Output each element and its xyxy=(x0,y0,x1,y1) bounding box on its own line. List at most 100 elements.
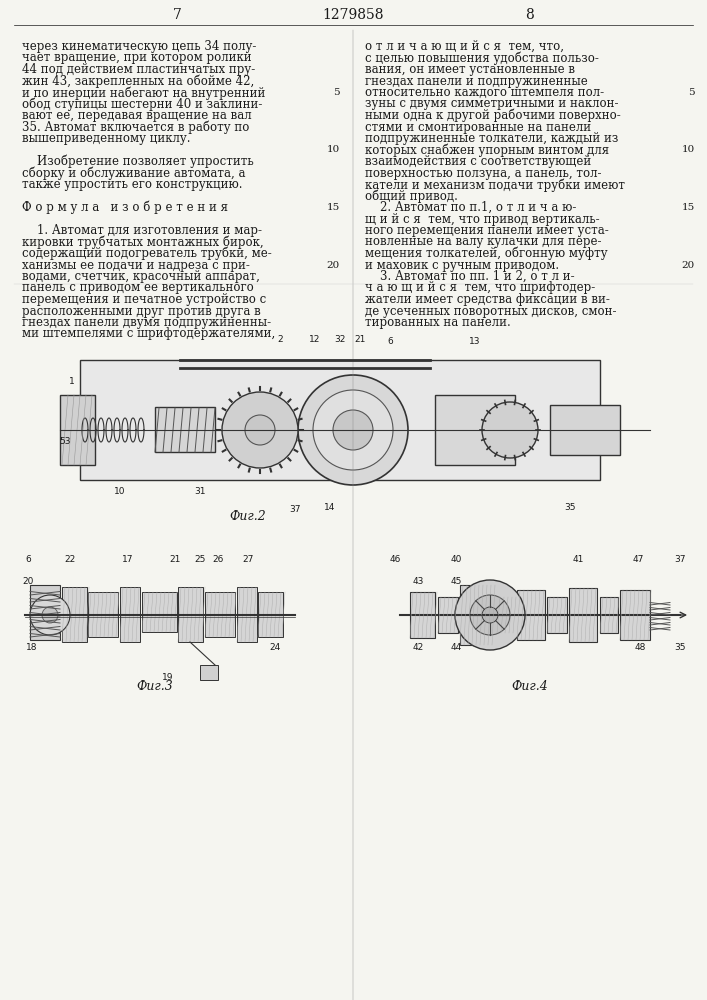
Bar xyxy=(620,590,650,640)
Text: ч а ю щ и й с я  тем, что шрифтодер-: ч а ю щ и й с я тем, что шрифтодер- xyxy=(365,282,595,294)
Text: расположенными друг против друга в: расположенными друг против друга в xyxy=(22,304,261,318)
Circle shape xyxy=(455,580,525,650)
Text: 10: 10 xyxy=(115,488,126,496)
Text: 1279858: 1279858 xyxy=(322,8,384,22)
Bar xyxy=(88,592,118,637)
Text: Фиг.4: Фиг.4 xyxy=(512,680,549,693)
Text: ханизмы ее подачи и надреза с при-: ханизмы ее подачи и надреза с при- xyxy=(22,258,250,271)
Bar xyxy=(550,405,620,455)
Text: 3. Автомат по пп. 1 и 2, о т л и-: 3. Автомат по пп. 1 и 2, о т л и- xyxy=(365,270,575,283)
Bar xyxy=(517,590,545,640)
Text: мещения толкателей, обгонную муфту: мещения толкателей, обгонную муфту xyxy=(365,247,607,260)
Text: 37: 37 xyxy=(674,556,686,564)
Text: содержащий подогреватель трубки, ме-: содержащий подогреватель трубки, ме- xyxy=(22,247,271,260)
Text: перемещения и печатное устройство с: перемещения и печатное устройство с xyxy=(22,293,267,306)
Circle shape xyxy=(42,607,58,623)
Text: 15: 15 xyxy=(327,203,340,212)
Text: 17: 17 xyxy=(122,556,134,564)
Circle shape xyxy=(298,375,408,485)
Bar xyxy=(569,588,597,642)
Text: 35: 35 xyxy=(564,504,575,512)
Text: 27: 27 xyxy=(243,556,254,564)
Circle shape xyxy=(30,595,70,635)
Circle shape xyxy=(222,392,298,468)
Text: 42: 42 xyxy=(412,644,423,652)
Text: также упростить его конструкцию.: также упростить его конструкцию. xyxy=(22,178,243,191)
Text: водами, счетчик, красочный аппарат,: водами, счетчик, красочный аппарат, xyxy=(22,270,260,283)
Bar xyxy=(600,597,618,633)
Text: 32: 32 xyxy=(334,336,346,344)
Text: 25: 25 xyxy=(194,556,206,564)
Text: и маховик с ручным приводом.: и маховик с ручным приводом. xyxy=(365,258,559,271)
Text: панель с приводом ее вертикального: панель с приводом ее вертикального xyxy=(22,282,254,294)
Bar xyxy=(178,587,203,642)
Text: Изобретение позволяет упростить: Изобретение позволяет упростить xyxy=(22,155,254,168)
Bar xyxy=(438,597,458,633)
Text: 35. Автомат включается в работу по: 35. Автомат включается в работу по xyxy=(22,120,250,134)
Text: 2. Автомат по п.1, о т л и ч а ю-: 2. Автомат по п.1, о т л и ч а ю- xyxy=(365,201,576,214)
Text: подпружиненные толкатели, каждый из: подпружиненные толкатели, каждый из xyxy=(365,132,619,145)
Text: 12: 12 xyxy=(309,336,321,344)
Text: вания, он имеет установленные в: вания, он имеет установленные в xyxy=(365,63,575,76)
Text: тированных на панели.: тированных на панели. xyxy=(365,316,510,329)
FancyBboxPatch shape xyxy=(80,360,600,480)
Text: 53: 53 xyxy=(59,438,71,446)
Bar xyxy=(435,395,515,465)
Text: 44: 44 xyxy=(450,644,462,652)
Text: ми штемпелями с шрифтодержателями,: ми штемпелями с шрифтодержателями, xyxy=(22,328,275,340)
Text: 26: 26 xyxy=(212,556,223,564)
Text: жатели имеет средства фиксации в ви-: жатели имеет средства фиксации в ви- xyxy=(365,293,610,306)
Text: зуны с двумя симметричными и наклон-: зуны с двумя симметричными и наклон- xyxy=(365,98,619,110)
Bar xyxy=(460,585,495,645)
Text: 5: 5 xyxy=(334,88,340,97)
Text: 47: 47 xyxy=(632,556,643,564)
Text: 2: 2 xyxy=(277,336,283,344)
Text: 1: 1 xyxy=(69,377,75,386)
Text: общий привод.: общий привод. xyxy=(365,190,458,203)
Text: с целью повышения удобства пользо-: с целью повышения удобства пользо- xyxy=(365,51,599,65)
Text: 24: 24 xyxy=(269,644,281,652)
Text: 13: 13 xyxy=(469,338,481,347)
Text: де усеченных поворотных дисков, смон-: де усеченных поворотных дисков, смон- xyxy=(365,304,617,318)
Text: сборку и обслуживание автомата, а: сборку и обслуживание автомата, а xyxy=(22,166,245,180)
Text: 10: 10 xyxy=(682,145,695,154)
Text: 41: 41 xyxy=(572,556,584,564)
Bar xyxy=(205,592,235,637)
Text: и по инерции набегают на внутренний: и по инерции набегают на внутренний xyxy=(22,86,265,100)
Bar xyxy=(62,587,87,642)
Text: обод ступицы шестерни 40 и заклини-: обод ступицы шестерни 40 и заклини- xyxy=(22,98,262,111)
Text: через кинематическую цепь 34 полу-: через кинематическую цепь 34 полу- xyxy=(22,40,257,53)
Bar xyxy=(200,665,218,680)
Circle shape xyxy=(482,607,498,623)
Text: поверхностью ползуна, а панель, тол-: поверхностью ползуна, а панель, тол- xyxy=(365,166,602,180)
Text: 35: 35 xyxy=(674,644,686,652)
Text: щ и й с я  тем, что привод вертикаль-: щ и й с я тем, что привод вертикаль- xyxy=(365,213,600,226)
Text: Фиг.2: Фиг.2 xyxy=(230,510,267,523)
Text: 45: 45 xyxy=(450,578,462,586)
Bar xyxy=(60,395,95,465)
Text: кировки трубчатых монтажных бирок,: кировки трубчатых монтажных бирок, xyxy=(22,235,264,249)
Text: 21: 21 xyxy=(354,336,366,344)
Text: 20: 20 xyxy=(327,260,340,269)
Text: 10: 10 xyxy=(327,145,340,154)
Text: 18: 18 xyxy=(26,644,37,652)
Text: чает вращение, при котором ролики: чает вращение, при котором ролики xyxy=(22,51,252,64)
Text: которых снабжен упорным винтом для: которых снабжен упорным винтом для xyxy=(365,143,609,157)
Text: взаимодействия с соответствующей: взаимодействия с соответствующей xyxy=(365,155,591,168)
Text: Фиг.3: Фиг.3 xyxy=(136,680,173,693)
Text: 43: 43 xyxy=(412,578,423,586)
Text: 21: 21 xyxy=(169,556,181,564)
Text: 31: 31 xyxy=(194,488,206,496)
Bar xyxy=(142,592,177,632)
Text: 20: 20 xyxy=(23,578,34,586)
Text: 37: 37 xyxy=(289,506,300,514)
Text: новленные на валу кулачки для пере-: новленные на валу кулачки для пере- xyxy=(365,235,602,248)
Text: 6: 6 xyxy=(25,556,31,564)
Text: 48: 48 xyxy=(634,644,645,652)
Text: 44 под действием пластинчатых пру-: 44 под действием пластинчатых пру- xyxy=(22,63,255,76)
Text: ного перемещения панели имеет уста-: ного перемещения панели имеет уста- xyxy=(365,224,609,237)
Text: жин 43, закрепленных на обойме 42,: жин 43, закрепленных на обойме 42, xyxy=(22,75,255,88)
Bar xyxy=(497,597,515,633)
Text: гнездах панели и подпружиненные: гнездах панели и подпружиненные xyxy=(365,75,588,88)
Text: катели и механизм подачи трубки имеют: катели и механизм подачи трубки имеют xyxy=(365,178,625,192)
